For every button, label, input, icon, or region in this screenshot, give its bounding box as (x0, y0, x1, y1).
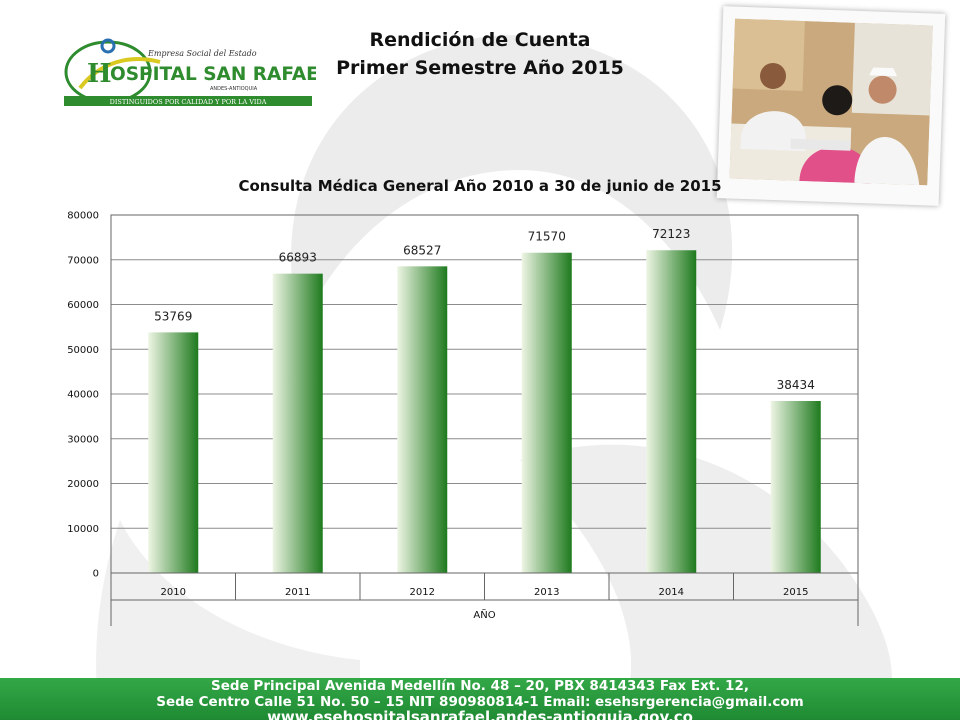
data-label-2013: 71570 (528, 230, 566, 244)
bar-2010 (148, 332, 199, 573)
x-axis-label: AÑO (473, 608, 495, 621)
data-label-2011: 66893 (279, 251, 317, 265)
chart-title: Consulta Médica General Año 2010 a 30 de… (238, 177, 722, 195)
x-tick-label-2015: 2015 (783, 587, 808, 598)
y-tick-label: 30000 (67, 434, 99, 445)
y-tick-label: 70000 (67, 255, 99, 266)
footer-website-link[interactable]: www.esehospitalsanrafael.andes-antioquia… (267, 708, 693, 720)
bar-2013 (521, 252, 572, 573)
data-label-2014: 72123 (652, 227, 690, 241)
bar-2015 (770, 401, 821, 573)
y-tick-label: 10000 (67, 524, 99, 535)
logo-name: OSPITAL SAN RAFAEL (110, 64, 316, 85)
medical-consultation-photo (729, 18, 933, 186)
bar-2012 (397, 266, 448, 573)
photo-frame (716, 6, 946, 206)
y-tick-label: 50000 (67, 345, 99, 356)
page-title-line1: Rendición de Cuenta (369, 29, 591, 51)
x-tick-label-2013: 2013 (534, 587, 559, 598)
footer-line2: Sede Centro Calle 51 No. 50 – 15 NIT 890… (156, 694, 804, 710)
hospital-logo: H Empresa Social del Estado OSPITAL SAN … (64, 38, 316, 106)
page-title-line2: Primer Semestre Año 2015 (336, 57, 624, 79)
bar-2011 (272, 273, 323, 573)
data-label-2015: 38434 (777, 378, 815, 392)
logo-initial: H (87, 59, 112, 89)
footer-contact-bar: Sede Principal Avenida Medellín No. 48 –… (0, 678, 960, 720)
bar-2014 (646, 250, 697, 573)
logo-slogan: DISTINGUIDOS POR CALIDAD Y POR LA VIDA (110, 98, 267, 106)
logo-location: ANDES-ANTIOQUIA (210, 86, 258, 92)
x-tick-label-2014: 2014 (659, 587, 684, 598)
x-tick-label-2012: 2012 (410, 587, 435, 598)
data-label-2012: 68527 (403, 243, 441, 257)
y-tick-label: 40000 (67, 390, 99, 401)
y-tick-label: 60000 (67, 300, 99, 311)
y-tick-label: 80000 (67, 211, 99, 222)
logo-top-text: Empresa Social del Estado (147, 49, 257, 58)
x-tick-label-2011: 2011 (285, 587, 310, 598)
page-title: Rendición de Cuenta Primer Semestre Año … (300, 26, 660, 82)
y-tick-label: 0 (93, 569, 99, 580)
data-label-2010: 53769 (154, 309, 192, 323)
bar-chart: 53769 66893 68527 71570 72123 38434 0 10000 200… (67, 211, 859, 626)
x-tick-label-2010: 2010 (161, 587, 186, 598)
y-tick-label: 20000 (67, 479, 99, 490)
footer-line1: Sede Principal Avenida Medellín No. 48 –… (211, 678, 749, 694)
